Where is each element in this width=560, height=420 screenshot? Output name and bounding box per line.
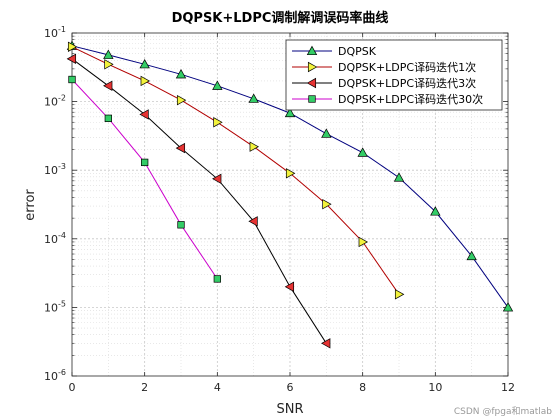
- data-point: [248, 216, 258, 227]
- plot-frame: [71, 32, 509, 377]
- data-point: [176, 94, 187, 106]
- data-point: [394, 289, 405, 300]
- data-point: [140, 75, 150, 87]
- y-tick-label: 10-3: [44, 162, 66, 177]
- legend-label: DQPSK: [338, 45, 377, 58]
- data-point: [103, 49, 114, 59]
- data-point: [212, 80, 223, 90]
- x-tick-label: 12: [501, 381, 515, 394]
- x-tick-label: 2: [141, 381, 148, 394]
- data-point: [393, 172, 405, 182]
- legend-box: [285, 39, 503, 111]
- series-3: [66, 53, 331, 349]
- x-tick-label: 10: [428, 381, 442, 394]
- data-point: [285, 168, 296, 179]
- data-point: [175, 68, 187, 79]
- data-point: [104, 59, 114, 70]
- x-tick-label: 6: [287, 381, 294, 394]
- chart-title: DQPSK+LDPC调制解调误码率曲线: [172, 10, 389, 26]
- data-point: [321, 338, 331, 349]
- legend-marker: [308, 95, 316, 103]
- data-point: [175, 142, 186, 154]
- x-axis-label: SNR: [276, 402, 303, 417]
- legend-label: DQPSK+LDPC译码迭代3次: [338, 76, 476, 90]
- legend-marker: [307, 61, 318, 73]
- y-axis-label: error: [23, 189, 38, 221]
- data-point: [358, 236, 368, 248]
- data-point: [249, 141, 259, 152]
- x-tick-label: 4: [214, 381, 221, 394]
- legend-label: DQPSK+LDPC译码迭代30次: [338, 92, 483, 106]
- y-tick-label: 10-1: [44, 25, 66, 40]
- series-2: [67, 41, 405, 300]
- plot-area: 0 2 4 6 8 10 1210-610-510-410-310-210-1DQPSKDQ…: [44, 25, 515, 394]
- series-4: [68, 75, 221, 283]
- data-point: [213, 117, 223, 128]
- data-point: [212, 173, 222, 184]
- data-point: [284, 107, 296, 118]
- watermark: CSDN @fpga和matlab: [453, 407, 552, 417]
- data-point: [139, 109, 149, 120]
- data-point: [68, 75, 76, 84]
- data-point: [357, 147, 368, 157]
- y-tick-label: 10-4: [44, 231, 66, 246]
- data-point: [104, 114, 112, 122]
- data-point: [213, 275, 221, 283]
- data-point: [177, 221, 185, 229]
- data-point: [322, 198, 332, 210]
- x-tick-label: 0: [69, 381, 76, 394]
- data-point: [66, 53, 77, 65]
- series-line: [71, 46, 400, 295]
- y-tick-label: 10-5: [44, 299, 66, 314]
- data-point: [103, 80, 113, 91]
- data-point: [141, 158, 149, 167]
- data-point: [67, 41, 78, 52]
- data-point: [321, 128, 332, 138]
- y-tick-label: 10-2: [44, 94, 66, 109]
- data-point: [430, 206, 441, 216]
- data-point: [248, 93, 259, 103]
- legend: DQPSK DQPSK+LDPC译码迭代1次 DQPSK+LDPC译码迭代3次 DQP…: [285, 39, 503, 111]
- y-tick-label: 10-6: [44, 368, 66, 383]
- x-tick-label: 8: [359, 381, 366, 394]
- data-point: [284, 281, 295, 292]
- legend-marker: [306, 77, 317, 89]
- series-1: [66, 40, 514, 312]
- legend-marker: [306, 45, 318, 56]
- data-point: [466, 250, 477, 261]
- series-line: [71, 58, 327, 344]
- data-point: [502, 302, 514, 312]
- data-point: [139, 58, 150, 69]
- legend-label: DQPSK+LDPC译码迭代1次: [338, 60, 476, 74]
